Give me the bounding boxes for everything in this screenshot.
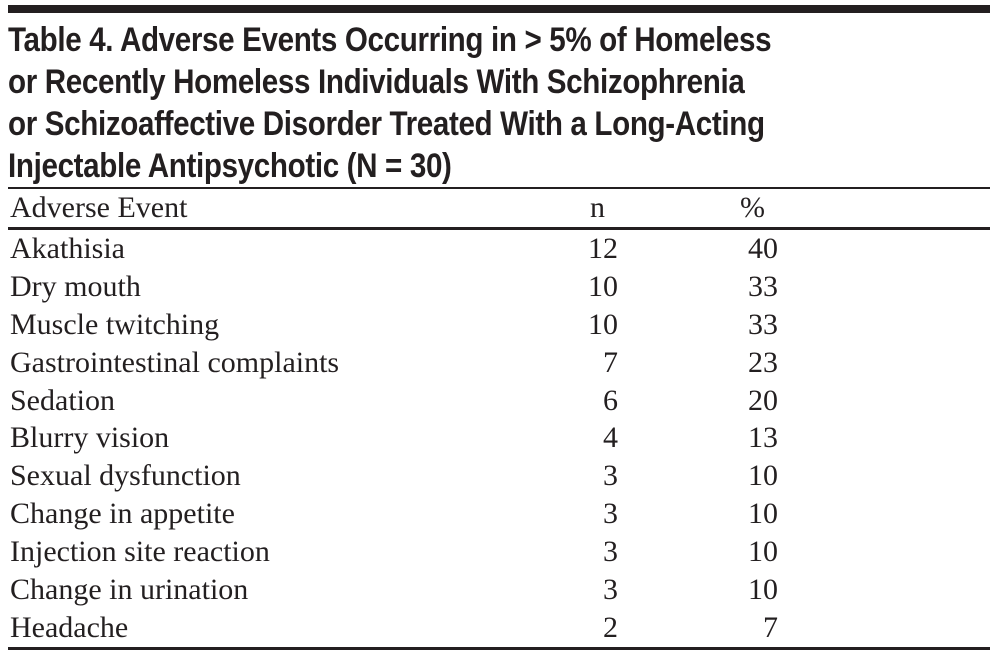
event-cell: Change in appetite [10, 497, 235, 531]
n-cell: 3 [603, 535, 618, 569]
table-row: Sexual dysfunction 3 10 [8, 457, 990, 495]
pct-cell: 10 [748, 459, 778, 493]
n-cell: 3 [603, 459, 618, 493]
event-cell: Akathisia [10, 231, 125, 265]
pct-cell: 40 [748, 231, 778, 265]
table-row: Dry mouth 10 33 [8, 268, 990, 306]
n-cell: 3 [603, 572, 618, 606]
table-row: Injection site reaction 3 10 [8, 533, 990, 571]
table-top-bar [8, 5, 990, 13]
pct-cell: 10 [748, 497, 778, 531]
n-cell: 2 [603, 610, 618, 644]
pct-cell: 33 [748, 307, 778, 341]
n-cell: 10 [588, 269, 618, 303]
table-row: Sedation 6 20 [8, 382, 990, 420]
table-row: Gastrointestinal complaints 7 23 [8, 344, 990, 382]
table-row: Muscle twitching 10 33 [8, 306, 990, 344]
title-line-2: or Recently Homeless Individuals With Sc… [8, 63, 745, 101]
column-header-percent: % [618, 188, 778, 230]
event-cell: Gastrointestinal complaints [10, 345, 340, 379]
event-cell: Dry mouth [10, 269, 141, 303]
column-header-adverse-event: Adverse Event [8, 188, 488, 230]
column-header-spacer [778, 188, 990, 230]
pct-cell: 13 [748, 421, 778, 455]
n-cell: 4 [603, 421, 618, 455]
table-title: Table 4. Adverse Events Occurring in > 5… [8, 19, 990, 187]
pct-cell: 23 [748, 345, 778, 379]
table-row: Akathisia 12 40 [8, 229, 990, 268]
table-row: Headache 2 7 [8, 609, 990, 648]
table-header-row: Adverse Event n % [8, 188, 990, 230]
n-cell: 10 [588, 307, 618, 341]
pct-cell: 20 [748, 383, 778, 417]
n-cell: 7 [603, 345, 618, 379]
pct-cell: 10 [748, 535, 778, 569]
adverse-events-table: Adverse Event n % Akathisia 12 40 Dry mo… [8, 187, 990, 650]
n-cell: 3 [603, 497, 618, 531]
column-header-n: n [488, 188, 618, 230]
event-cell: Sedation [10, 383, 115, 417]
pct-cell: 33 [748, 269, 778, 303]
table-row: Blurry vision 4 13 [8, 419, 990, 457]
table-row: Change in urination 3 10 [8, 571, 990, 609]
event-cell: Injection site reaction [10, 535, 270, 569]
n-cell: 6 [603, 383, 618, 417]
pct-cell: 10 [748, 572, 778, 606]
title-line-3: or Schizoaffective Disorder Treated With… [8, 105, 765, 143]
event-cell: Change in urination [10, 572, 249, 606]
event-cell: Muscle twitching [10, 307, 220, 341]
event-cell: Headache [10, 610, 129, 644]
event-cell: Blurry vision [10, 421, 170, 455]
event-cell: Sexual dysfunction [10, 459, 241, 493]
n-cell: 12 [588, 231, 618, 265]
title-line-4: Injectable Antipsychotic (N = 30) [8, 147, 452, 185]
title-line-1: Table 4. Adverse Events Occurring in > 5… [8, 21, 772, 59]
pct-cell: 7 [763, 610, 778, 644]
table-row: Change in appetite 3 10 [8, 495, 990, 533]
